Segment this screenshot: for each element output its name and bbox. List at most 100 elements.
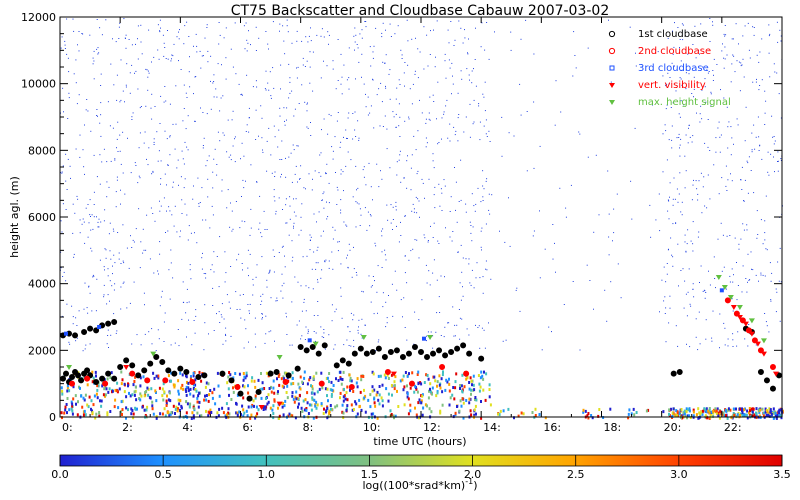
noise-dot: [252, 284, 254, 286]
backscatter-cell: [434, 379, 437, 383]
backscatter-cell: [146, 386, 149, 390]
backscatter-cell: [168, 413, 171, 417]
backscatter-cell: [439, 411, 442, 415]
noise-dot: [723, 97, 725, 99]
backscatter-cell: [454, 386, 457, 390]
noise-dot: [308, 287, 310, 289]
noise-dot: [606, 320, 608, 322]
backscatter-cell: [299, 375, 302, 379]
noise-dot: [657, 51, 659, 53]
noise-dot: [440, 188, 442, 190]
backscatter-cell: [165, 404, 168, 407]
noise-dot: [239, 294, 241, 296]
backscatter-cell: [413, 390, 416, 394]
series-3-point: [719, 288, 724, 293]
noise-dot: [134, 72, 135, 74]
noise-dot: [429, 54, 431, 55]
noise-dot: [381, 235, 383, 237]
noise-dot: [753, 27, 755, 28]
noise-dot: [730, 173, 731, 175]
noise-dot: [248, 341, 249, 343]
series-5-point: [715, 275, 722, 280]
noise-dot: [454, 167, 455, 168]
noise-dot: [325, 173, 327, 175]
backscatter-cell: [271, 408, 274, 412]
noise-dot: [729, 275, 731, 277]
legend-label: vert. visibility: [638, 80, 706, 91]
backscatter-cell: [118, 387, 121, 391]
noise-dot: [752, 269, 754, 271]
noise-dot: [693, 76, 695, 78]
noise-dot: [675, 325, 677, 327]
backscatter-cell: [416, 390, 419, 394]
noise-dot: [122, 90, 124, 92]
x-tick-label: 6:: [243, 421, 254, 434]
noise-dot: [380, 170, 381, 172]
noise-dot: [385, 259, 387, 261]
noise-dot: [773, 156, 774, 158]
backscatter-cell: [246, 414, 249, 418]
backscatter-cell: [772, 411, 775, 415]
noise-dot: [687, 291, 689, 293]
noise-dot: [213, 81, 215, 82]
backscatter-cell: [146, 405, 149, 409]
backscatter-cell: [769, 410, 772, 414]
noise-dot: [346, 225, 348, 227]
noise-dot: [108, 347, 109, 348]
backscatter-cell: [360, 408, 363, 412]
noise-dot: [230, 202, 231, 204]
noise-dot: [663, 300, 665, 302]
noise-dot: [460, 27, 462, 29]
noise-dot: [326, 201, 327, 203]
noise-dot: [386, 128, 388, 130]
backscatter-cell: [264, 407, 267, 411]
backscatter-cell: [87, 405, 90, 409]
noise-dot: [479, 121, 481, 123]
noise-dot: [752, 26, 754, 28]
noise-dot: [457, 117, 459, 119]
noise-dot: [152, 170, 154, 172]
backscatter-cell: [209, 408, 212, 412]
noise-dot: [159, 19, 161, 21]
noise-dot: [726, 54, 728, 56]
noise-dot: [777, 41, 779, 43]
noise-dot: [186, 146, 188, 148]
noise-dot: [317, 281, 319, 283]
noise-dot: [234, 136, 236, 138]
backscatter-cell: [207, 382, 210, 386]
backscatter-cell: [125, 395, 128, 399]
noise-dot: [204, 322, 206, 324]
noise-dot: [406, 187, 408, 189]
backscatter-cell: [468, 381, 471, 384]
noise-dot: [193, 93, 194, 95]
noise-dot: [230, 48, 232, 50]
noise-dot: [264, 229, 266, 230]
noise-dot: [424, 197, 425, 199]
series-1-point: [123, 357, 130, 364]
noise-dot: [122, 172, 124, 174]
noise-dot: [652, 104, 653, 106]
backscatter-cell: [311, 391, 314, 395]
noise-dot: [320, 35, 322, 37]
series-2-point: [463, 370, 470, 377]
backscatter-cell: [68, 408, 71, 412]
colorbar-tick-label: 3.5: [773, 468, 791, 481]
noise-dot: [681, 84, 683, 86]
backscatter-cell: [328, 410, 331, 414]
noise-dot: [423, 234, 425, 236]
noise-dot: [318, 211, 320, 213]
noise-dot: [157, 49, 159, 51]
noise-dot: [479, 347, 481, 349]
noise-dot: [89, 292, 91, 294]
noise-dot: [159, 305, 161, 307]
noise-dot: [274, 340, 275, 342]
noise-dot: [266, 229, 268, 230]
noise-dot: [608, 19, 609, 21]
noise-dot: [346, 138, 348, 139]
backscatter-cell: [323, 407, 325, 411]
noise-dot: [698, 311, 700, 313]
noise-dot: [685, 293, 687, 295]
backscatter-cell: [192, 414, 195, 418]
series-4-point: [772, 371, 779, 377]
backscatter-cell: [381, 399, 384, 403]
